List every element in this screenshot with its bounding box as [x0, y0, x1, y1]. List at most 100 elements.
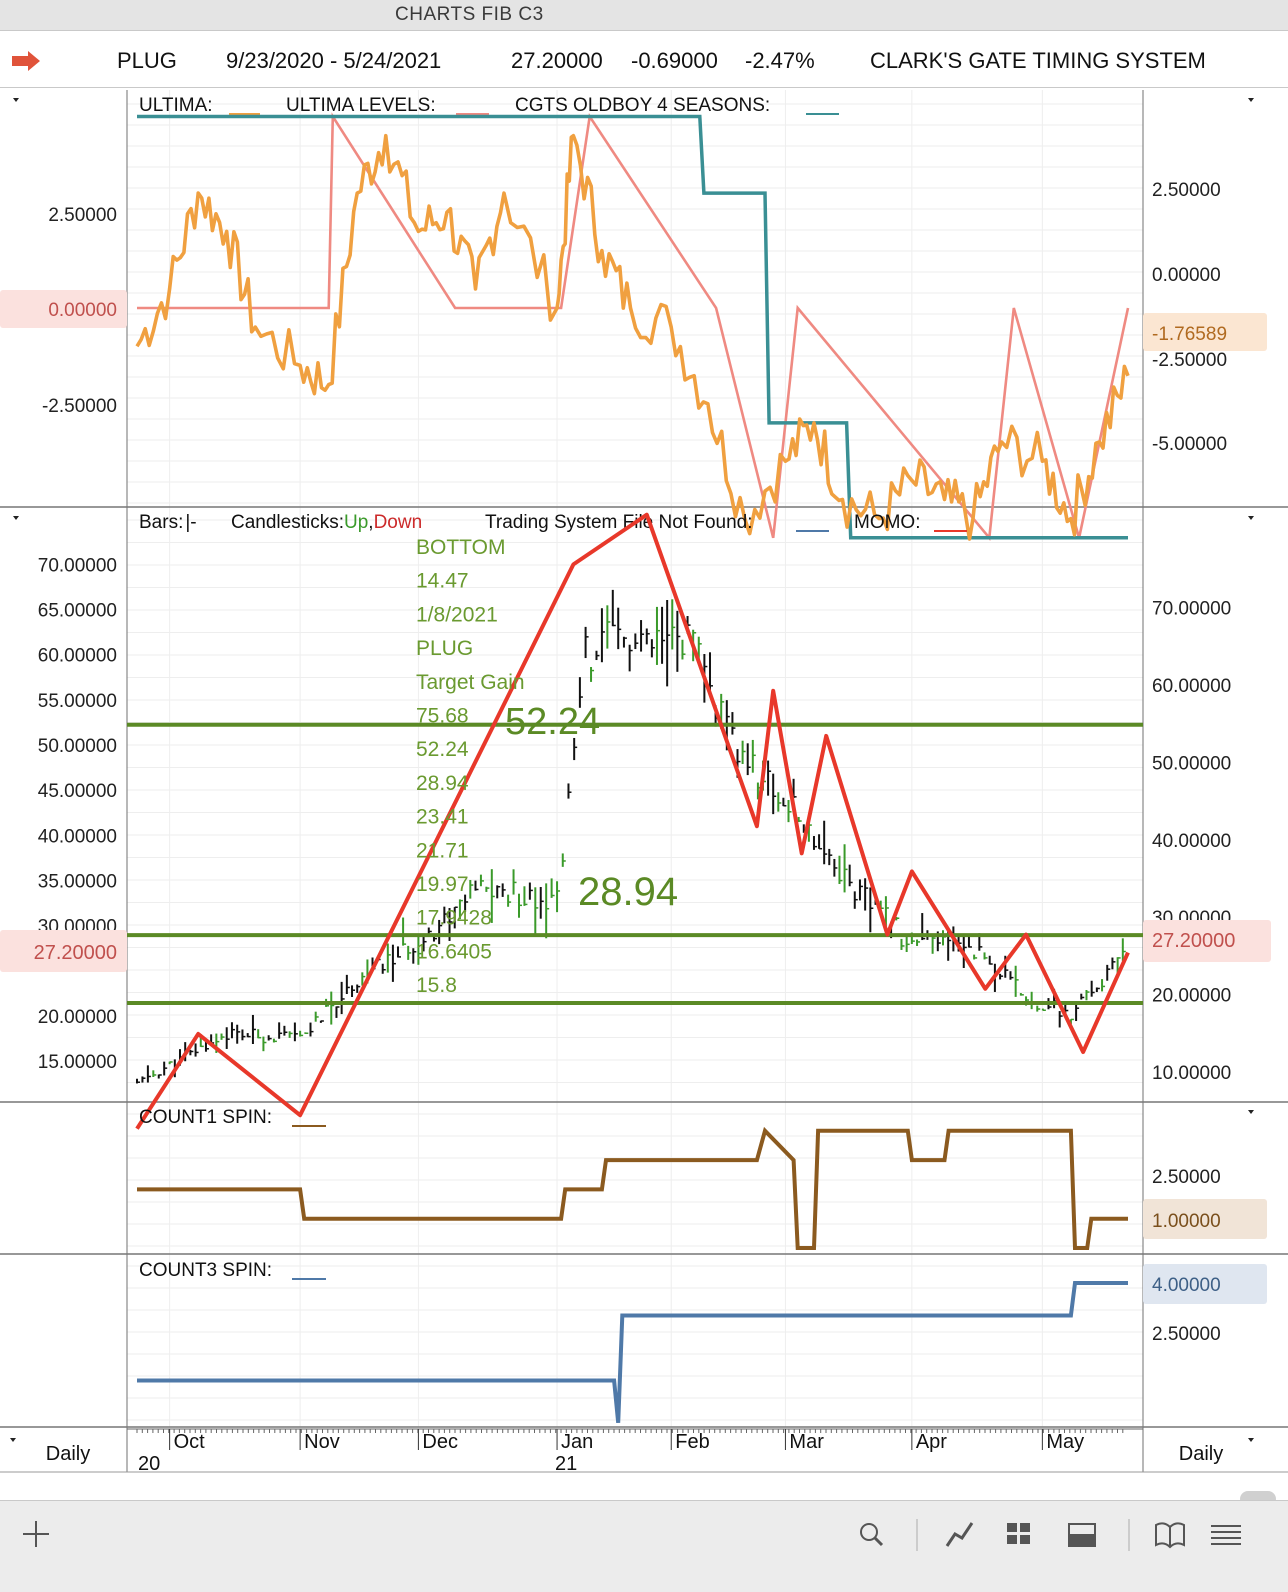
- timeframe-left[interactable]: Daily: [46, 1443, 90, 1465]
- list-icon[interactable]: [1211, 1525, 1241, 1545]
- chart-svg: ULTIMA: ULTIMA LEVELS: CGTS OLDBOY 4 SEA…: [0, 90, 1288, 1475]
- annotation-line: 14.47: [416, 570, 469, 593]
- price-left-badge: 27.20000: [34, 942, 117, 964]
- count3-line: [137, 1281, 1128, 1423]
- ultima-plot: [135, 112, 1130, 541]
- price-right-tick: 70.00000: [1152, 599, 1231, 620]
- legend-count1: COUNT1 SPIN:: [139, 1107, 272, 1128]
- percent-change: -2.47%: [745, 48, 815, 73]
- pane3-right-menu-icon[interactable]: [1248, 1110, 1254, 1114]
- svg-text:Bars:|-: Bars: |-: [139, 512, 197, 533]
- month-label: Jan: [561, 1431, 593, 1453]
- legend-down: Down: [374, 512, 423, 533]
- layout-icon[interactable]: [1068, 1523, 1096, 1547]
- count1-plot: [137, 1126, 1128, 1250]
- annotation-line: 28.94: [416, 772, 469, 795]
- chart-area: ULTIMA: ULTIMA LEVELS: CGTS OLDBOY 4 SEA…: [0, 88, 1288, 1500]
- legend-ultima-levels: ULTIMA LEVELS:: [286, 95, 436, 116]
- pane2-left-menu-icon[interactable]: [13, 516, 19, 520]
- annotation-line: 52.24: [416, 738, 469, 761]
- book-icon[interactable]: [1155, 1522, 1185, 1549]
- price-right-tick: 10.00000: [1152, 1063, 1231, 1084]
- add-icon[interactable]: [23, 1521, 49, 1547]
- momo-zigzag: [135, 512, 1130, 1130]
- legend-candles: Candlesticks:: [231, 512, 344, 533]
- arrow-right-icon[interactable]: [12, 51, 42, 71]
- month-label: Mar: [789, 1431, 824, 1453]
- legend-bars-mark: |-: [185, 512, 196, 533]
- price-left-tick: 35.00000: [38, 871, 117, 892]
- price-right-tick: 20.00000: [1152, 986, 1231, 1007]
- chart-line-icon[interactable]: [945, 1522, 974, 1547]
- window-title: CHARTS FIB C3: [395, 4, 544, 25]
- month-label: Nov: [304, 1431, 340, 1453]
- net-change: -0.69000: [631, 48, 718, 73]
- fib-big-label: 28.94: [578, 870, 678, 914]
- ultima-legend: ULTIMA: ULTIMA LEVELS: CGTS OLDBOY 4 SEA…: [139, 95, 839, 116]
- annotation-line: 17.9428: [416, 907, 492, 930]
- pane1-left-menu-icon[interactable]: [13, 98, 19, 102]
- count1-right-badge: 1.00000: [1152, 1211, 1221, 1232]
- fib-levels: [127, 722, 1143, 1005]
- ultima-line: [135, 133, 1130, 541]
- grid: [127, 90, 1143, 1427]
- price-right-tick: 50.00000: [1152, 753, 1231, 774]
- timeframe-right[interactable]: Daily: [1179, 1443, 1223, 1465]
- price-right-tick: 60.00000: [1152, 676, 1231, 697]
- count1-line: [137, 1126, 1128, 1250]
- quote-header: PLUG 9/23/2020 - 5/24/2021 27.20000 -0.6…: [0, 31, 1288, 88]
- legend-comma: ,: [368, 512, 373, 533]
- time-right-menu-icon[interactable]: [1248, 1438, 1254, 1442]
- symbol[interactable]: PLUG: [117, 48, 177, 73]
- ultima-left-tick: -2.50000: [42, 396, 117, 417]
- annotation-line: 75.68: [416, 705, 469, 728]
- toolbar-icons: [23, 1519, 1241, 1551]
- price-right-tick: 40.00000: [1152, 831, 1231, 852]
- price-left-tick: 45.00000: [38, 781, 117, 802]
- system-name: CLARK'S GATE TIMING SYSTEM: [870, 48, 1206, 73]
- last-price: 27.20000: [511, 48, 603, 73]
- ultima-left-badge: 0.00000: [48, 300, 117, 321]
- legend-system: Trading System File Not Found:: [485, 512, 753, 533]
- ultima-right-tick: 2.50000: [1152, 180, 1221, 201]
- annotation-line: PLUG: [416, 637, 473, 660]
- price-bars: [136, 589, 1126, 1084]
- price-left-tick: 65.00000: [38, 601, 117, 622]
- price-left-tick: 20.00000: [38, 1007, 117, 1028]
- annotation-line: 15.8: [416, 974, 457, 997]
- legend-count3: COUNT3 SPIN:: [139, 1260, 272, 1281]
- pane2-right-menu-icon[interactable]: [1248, 516, 1254, 520]
- price-left-tick: 40.00000: [38, 826, 117, 847]
- legend-momo: MOMO:: [854, 512, 921, 533]
- bottom-toolbar: [0, 1500, 1288, 1587]
- svg-text:Candlesticks:Up,Down: Candlesticks:Up,Down: [231, 512, 422, 533]
- year-label: 21: [555, 1453, 577, 1475]
- price-legend: Bars: |- Candlesticks:Up,Down Trading Sys…: [139, 512, 967, 533]
- legend-oldboy: CGTS OLDBOY 4 SEASONS:: [515, 95, 770, 116]
- legend-up: Up: [344, 512, 368, 533]
- price-left-tick: 55.00000: [38, 691, 117, 712]
- ultima-right-tick: -2.50000: [1152, 350, 1227, 371]
- month-label: May: [1046, 1431, 1084, 1453]
- count1-right-tick: 2.50000: [1152, 1167, 1221, 1188]
- month-label: Oct: [174, 1431, 206, 1453]
- ultima-right-badge: -1.76589: [1152, 324, 1227, 345]
- annotation-line: 16.6405: [416, 940, 492, 963]
- price-left-axis: 70.00000 65.00000 60.00000 55.00000 50.00000…: [38, 555, 117, 1073]
- count3-right-tick: 2.50000: [1152, 1324, 1221, 1345]
- price-left-tick: 60.00000: [38, 646, 117, 667]
- price-right-badge: 27.20000: [1152, 930, 1235, 952]
- count3-right-badge: 4.00000: [1152, 1275, 1221, 1296]
- annotation-line: 1/8/2021: [416, 603, 498, 626]
- grid-icon[interactable]: [1007, 1523, 1030, 1544]
- month-label: Feb: [675, 1431, 709, 1453]
- momo-zigzag-line: [135, 512, 1130, 1130]
- pane1-right-menu-icon[interactable]: [1248, 98, 1254, 102]
- date-range: 9/23/2020 - 5/24/2021: [226, 48, 442, 73]
- ultima-levels-line: [137, 112, 1130, 541]
- price-left-tick: 70.00000: [38, 555, 117, 576]
- search-icon[interactable]: [860, 1523, 884, 1547]
- time-axis: Oct Nov Dec Jan Feb Mar Apr May: [127, 1428, 1143, 1453]
- time-left-menu-icon[interactable]: [10, 1438, 16, 1442]
- annotation-line: 19.97: [416, 873, 469, 896]
